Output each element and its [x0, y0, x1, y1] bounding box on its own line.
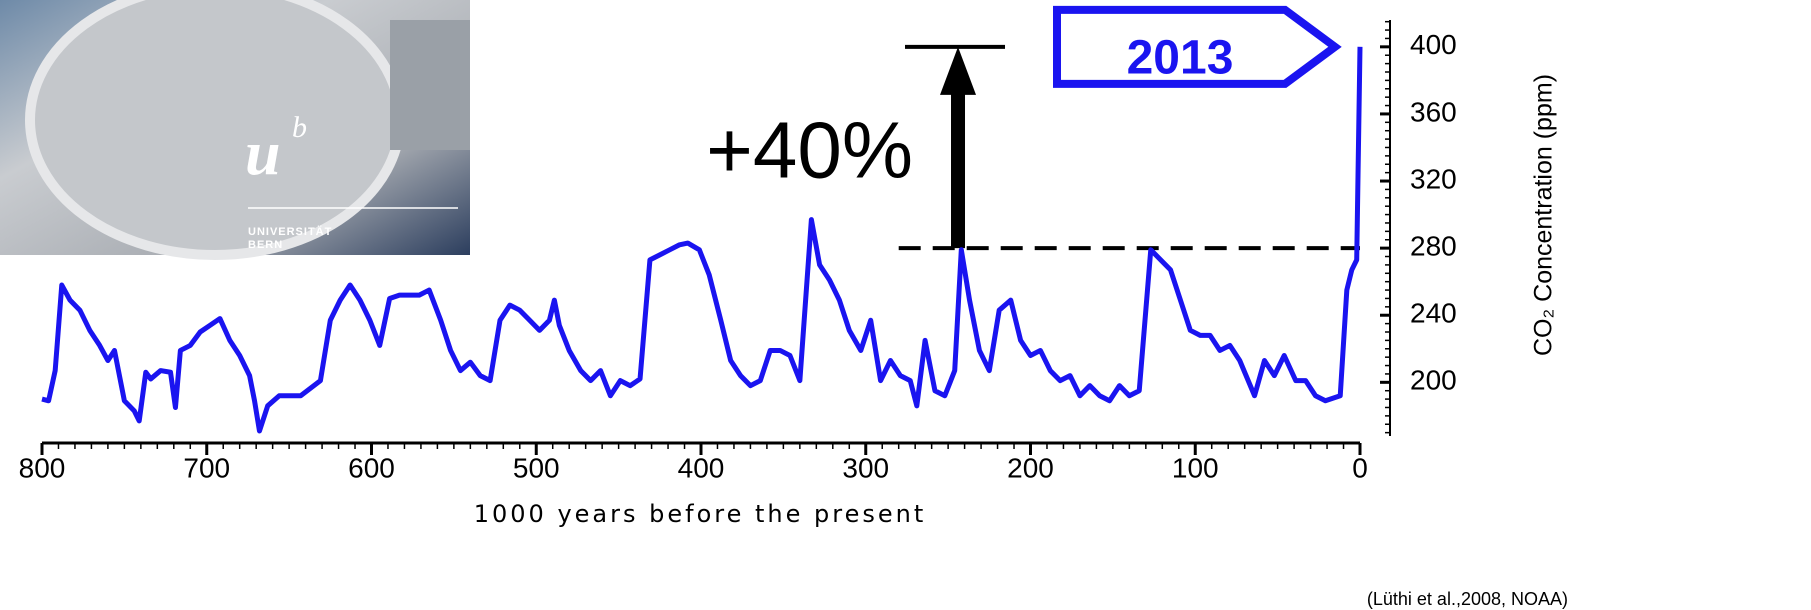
logo-line: UNIVERSITÄT	[248, 225, 332, 238]
photo: u b UNIVERSITÄT BERN	[0, 0, 470, 260]
callout-box	[1053, 5, 1342, 88]
x-tick-label: 800	[19, 452, 66, 483]
ice-core	[25, 0, 405, 260]
x-tick-label: 300	[842, 452, 889, 483]
x-tick-label: 700	[183, 452, 230, 483]
x-tick-label: 100	[1172, 452, 1219, 483]
x-tick-label: 600	[348, 452, 395, 483]
y-tick-label: 280	[1410, 231, 1457, 262]
x-tick-label: 500	[513, 452, 560, 483]
arrow-label: +40%	[706, 105, 913, 194]
y-tick-label: 400	[1410, 29, 1457, 60]
callout-label: 2013	[1127, 32, 1234, 85]
y-tick-label: 200	[1410, 365, 1457, 396]
logo-sup: b	[292, 111, 307, 144]
data-line	[41, 46, 1363, 434]
y-tick-label: 360	[1410, 96, 1457, 127]
x-axis-label: 1000 years before the present	[474, 500, 927, 528]
y-axis-label: CO₂ Concentration (ppm)	[1530, 74, 1558, 356]
x-tick-label: 200	[1007, 452, 1054, 483]
x-tick-label: 400	[678, 452, 725, 483]
x-tick-label: 0	[1352, 452, 1368, 483]
logo-line: BERN	[248, 239, 283, 251]
source: (Lüthi et al.,2008, NOAA)	[1367, 589, 1568, 609]
y-tick-label: 320	[1410, 163, 1457, 194]
y-tick-label: 240	[1410, 298, 1457, 329]
clamp	[390, 20, 470, 150]
logo: u	[245, 118, 281, 189]
arrow-head	[940, 46, 977, 95]
